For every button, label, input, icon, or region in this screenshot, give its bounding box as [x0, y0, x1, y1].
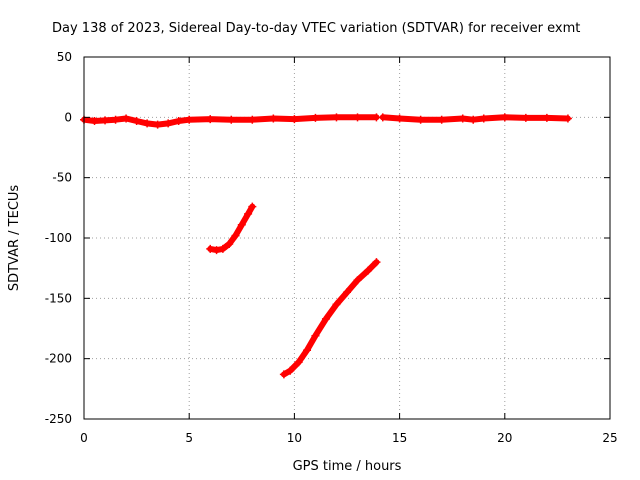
data-point: [286, 366, 295, 375]
data-point: [90, 116, 99, 125]
data-point: [332, 300, 341, 309]
data-point: [164, 119, 173, 128]
data-point: [294, 358, 303, 367]
y-axis-label: SDTVAR / TECUs: [7, 185, 22, 292]
data-point: [248, 202, 257, 211]
y-tick-label: 0: [64, 110, 72, 124]
grid-layer: [84, 57, 610, 419]
data-point: [437, 115, 446, 124]
series-layer: [80, 113, 572, 379]
data-point: [458, 114, 467, 123]
x-axis-label: GPS time / hours: [293, 459, 402, 474]
plot-frame: [83, 56, 611, 420]
data-point: [218, 244, 227, 253]
data-point: [521, 113, 530, 122]
data-point: [542, 113, 551, 122]
x-tick-label: 5: [185, 431, 193, 445]
data-point: [225, 240, 234, 249]
chart-title: Day 138 of 2023, Sidereal Day-to-day VTE…: [52, 21, 580, 36]
data-point: [332, 113, 341, 122]
data-point: [469, 115, 478, 124]
y-tick-label: 50: [57, 50, 72, 64]
y-tick-label: -250: [45, 412, 72, 426]
tick-layer: 0 5 10 15 20 25 50 0 -50 -100 -150 -200 -250: [45, 50, 618, 445]
data-point: [563, 114, 572, 123]
data-point: [395, 114, 404, 123]
x-tick-label: 20: [497, 431, 512, 445]
data-point: [153, 120, 162, 129]
y-tick-label: -50: [52, 171, 72, 185]
data-point: [122, 114, 131, 123]
y-tick-label: -150: [45, 291, 72, 305]
data-point: [353, 276, 362, 285]
data-point: [269, 114, 278, 123]
x-tick-label: 10: [287, 431, 302, 445]
data-point: [185, 115, 194, 124]
data-point: [311, 113, 320, 122]
data-point: [372, 258, 381, 267]
data-point: [500, 113, 509, 122]
data-point: [174, 116, 183, 125]
data-point: [416, 115, 425, 124]
data-point: [111, 115, 120, 124]
data-point: [231, 231, 240, 240]
y-tick-label: -200: [45, 352, 72, 366]
series-arc-2: [280, 259, 380, 378]
y-tick-label: -100: [45, 231, 72, 245]
data-point: [206, 115, 215, 124]
data-point: [101, 116, 110, 125]
data-point: [364, 266, 373, 275]
data-point: [321, 314, 330, 323]
x-tick-label: 25: [602, 431, 617, 445]
data-point: [343, 288, 351, 297]
data-point: [378, 113, 387, 122]
data-point: [237, 220, 246, 229]
x-tick-label: 15: [392, 431, 407, 445]
data-point: [303, 346, 312, 355]
data-point: [244, 209, 253, 218]
data-point: [227, 115, 236, 124]
data-point: [206, 244, 215, 253]
data-point: [212, 246, 221, 255]
data-point: [353, 113, 362, 122]
x-tick-label: 0: [80, 431, 88, 445]
data-point: [311, 331, 320, 340]
data-point: [479, 114, 488, 123]
data-point: [143, 119, 152, 128]
data-point: [132, 116, 141, 125]
data-point: [290, 115, 299, 124]
data-point: [279, 370, 288, 379]
data-point: [248, 115, 257, 124]
